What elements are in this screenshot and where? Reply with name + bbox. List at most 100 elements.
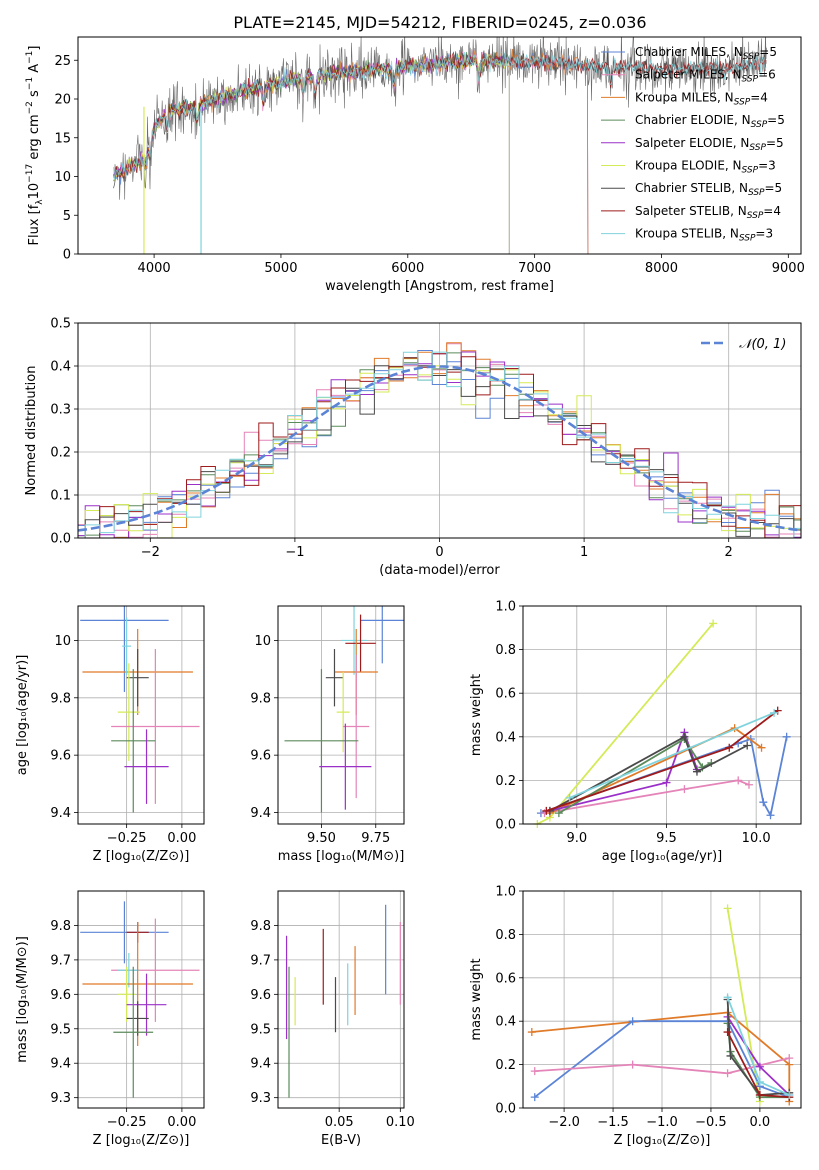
legend-name: Kroupa ELODIE, N bbox=[635, 159, 742, 173]
data-marker bbox=[785, 1054, 794, 1063]
y-axis-label-part: λ bbox=[35, 199, 45, 205]
legend-entry: Salpeter STELIB, NSSP=4 bbox=[635, 204, 781, 221]
data-marker bbox=[723, 1069, 732, 1078]
data-marker bbox=[692, 767, 701, 776]
axes-frame bbox=[77, 890, 205, 1109]
y-axis-label: mass weight bbox=[469, 958, 484, 1040]
x-tick-label: 7000 bbox=[518, 261, 551, 276]
legend-suffix: =5 bbox=[767, 113, 785, 127]
y-axis-label: mass [log₁₀(M/M⊙)] bbox=[15, 936, 30, 1063]
y-tick-label: 20 bbox=[54, 93, 71, 108]
legend-name: Kroupa STELIB, N bbox=[635, 227, 739, 241]
x-axis-label: wavelength [Angstrom, rest frame] bbox=[325, 279, 554, 294]
mass-vs-metallicity-panel: −0.25 0.00 9.3 9.4 9.5 9.6 9.7 9.8 Z [log₁₀(Z/Z⊙… bbox=[15, 890, 205, 1148]
x-axis-label: Z [log₁₀(Z/Z⊙)] bbox=[614, 1133, 711, 1148]
x-tick-label: 4000 bbox=[138, 261, 171, 276]
legend-sub: SSP bbox=[751, 120, 768, 130]
model-spectrum-line bbox=[113, 48, 589, 254]
y-tick-label: 9.8 bbox=[250, 691, 271, 706]
x-axis-label: E(B-V) bbox=[321, 1133, 361, 1148]
legend-suffix: =5 bbox=[765, 181, 783, 195]
y-tick-label: 0.4 bbox=[495, 730, 516, 745]
data-marker bbox=[530, 1067, 539, 1076]
legend-suffix: =3 bbox=[758, 159, 776, 173]
axes-frame bbox=[277, 605, 405, 825]
y-axis-label-part: Flux [f bbox=[27, 204, 42, 245]
x-tick-label: 0.0 bbox=[750, 1115, 771, 1130]
legend-entry: Kroupa STELIB, NSSP=3 bbox=[635, 227, 773, 244]
data-marker bbox=[542, 806, 551, 815]
data-marker bbox=[734, 776, 743, 785]
x-axis-label: Z [log₁₀(Z/Z⊙)] bbox=[93, 1133, 190, 1148]
figure-title: PLATE=2145, MJD=54212, FIBERID=0245, z=0… bbox=[233, 13, 646, 32]
y-tick-label: 9.5 bbox=[250, 1022, 271, 1037]
data-marker bbox=[744, 780, 753, 789]
data-marker bbox=[527, 1028, 536, 1037]
data-marker bbox=[709, 619, 718, 628]
weight-series-line bbox=[544, 779, 750, 814]
data-marker bbox=[680, 732, 689, 741]
x-tick-label: 6000 bbox=[391, 261, 424, 276]
x-tick-label: 2 bbox=[725, 545, 733, 560]
axes-frame bbox=[77, 605, 205, 825]
data-marker bbox=[755, 1062, 764, 1071]
errorbar-point bbox=[122, 617, 132, 675]
legend-suffix: =4 bbox=[750, 90, 768, 104]
legend-name: Salpeter STELIB, N bbox=[635, 204, 747, 218]
y-axis-label-part: erg cm bbox=[27, 114, 42, 163]
y-tick-label: 0.8 bbox=[495, 928, 516, 943]
data-marker bbox=[785, 1090, 794, 1099]
weight-series-line bbox=[540, 736, 788, 818]
residuals-panel: −2 −1 0 1 2 0.0 0.1 0.2 0.3 0.4 0.5 (data-model)/er… bbox=[24, 317, 802, 578]
errorbar-point bbox=[117, 966, 136, 1022]
y-tick-label: 0.8 bbox=[495, 643, 516, 658]
x-tick-label: −2.0 bbox=[548, 1115, 580, 1130]
weight-vs-age-panel: 9.0 9.5 10.0 0.0 0.2 0.4 0.6 0.8 1.0 age [log₁₀(a… bbox=[469, 600, 802, 864]
legend-suffix: =5 bbox=[759, 45, 777, 59]
weight-vs-metallicity-panel: −2.0 −1.5 −1.0 −0.5 0.0 0.0 0.2 0.4 0.6 0.8 1.0 Z [… bbox=[469, 885, 802, 1148]
data-marker bbox=[726, 1051, 735, 1060]
y-tick-label: 1.0 bbox=[495, 600, 516, 615]
legend-sub: SSP bbox=[742, 75, 759, 85]
weight-series-line bbox=[726, 999, 790, 1096]
y-tick-label: 10 bbox=[254, 634, 271, 649]
x-tick-label: 0.05 bbox=[325, 1115, 354, 1130]
legend-entry: Kroupa MILES, NSSP=4 bbox=[635, 90, 768, 107]
y-tick-label: 9.6 bbox=[250, 749, 271, 764]
histogram-series bbox=[78, 357, 801, 538]
x-axis-label: age [log₁₀(age/yr)] bbox=[602, 849, 723, 864]
legend-sub: SSP bbox=[739, 234, 756, 244]
y-axis-label-part: A bbox=[27, 64, 42, 77]
data-marker bbox=[782, 732, 791, 741]
legend-name: Salpeter MILES, N bbox=[635, 68, 742, 82]
legend-suffix: =6 bbox=[758, 68, 776, 82]
y-tick-label: 10 bbox=[54, 170, 71, 185]
y-tick-label: 0.2 bbox=[50, 446, 71, 461]
legend-suffix: =4 bbox=[763, 204, 781, 218]
legend-sub: SSP bbox=[734, 97, 751, 107]
errorbar-point bbox=[325, 649, 344, 707]
y-tick-label: 9.6 bbox=[250, 988, 271, 1003]
gaussian-reference-curve bbox=[77, 365, 802, 532]
y-tick-label: 25 bbox=[54, 54, 71, 69]
data-marker bbox=[723, 1019, 732, 1028]
legend-suffix: =3 bbox=[755, 227, 773, 241]
y-tick-label: 0.3 bbox=[50, 403, 71, 418]
weight-series-line bbox=[549, 735, 748, 812]
legend-entry: Salpeter MILES, NSSP=6 bbox=[635, 68, 776, 85]
x-tick-label: −1.5 bbox=[597, 1115, 629, 1130]
x-tick-label: −1.0 bbox=[646, 1115, 678, 1130]
errorbar-point bbox=[124, 729, 169, 804]
y-tick-label: 0.5 bbox=[50, 317, 71, 332]
legend-name: Chabrier MILES, N bbox=[635, 45, 743, 59]
legend-name: Kroupa MILES, N bbox=[635, 90, 734, 104]
legend-name: Chabrier ELODIE, N bbox=[635, 113, 751, 127]
y-axis-label: Normed distribution bbox=[24, 366, 39, 496]
weight-series-line bbox=[536, 622, 714, 825]
y-tick-label: 5 bbox=[63, 209, 71, 224]
y-tick-label: 0.4 bbox=[495, 1015, 516, 1030]
data-marker bbox=[725, 743, 734, 752]
errorbar-point bbox=[284, 669, 359, 813]
y-axis-label-part: 10 bbox=[27, 183, 42, 200]
